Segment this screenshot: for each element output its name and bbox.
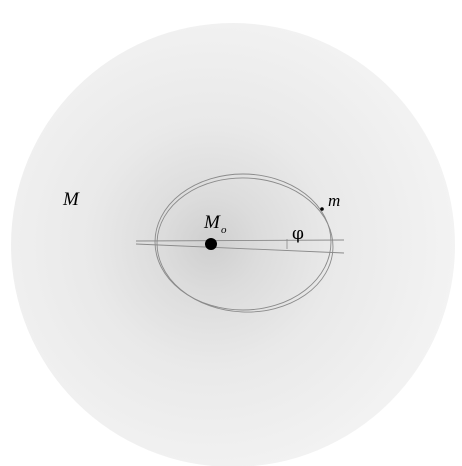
orbiting-mass-label: m [328, 191, 340, 210]
orbit-ellipse-2 [156, 177, 334, 313]
apsidal-line-2 [135, 243, 345, 254]
orbiting-mass-dot [320, 207, 324, 211]
apsidal-line-1 [135, 239, 345, 242]
central-mass-dot [205, 238, 217, 250]
orbit-ellipse-1 [154, 173, 332, 311]
mass-sphere [11, 23, 455, 466]
angle-label: φ [292, 224, 304, 244]
outer-mass-label: M [62, 189, 80, 210]
central-mass-subscript: o [221, 224, 227, 236]
central-mass-label: M [203, 212, 221, 233]
